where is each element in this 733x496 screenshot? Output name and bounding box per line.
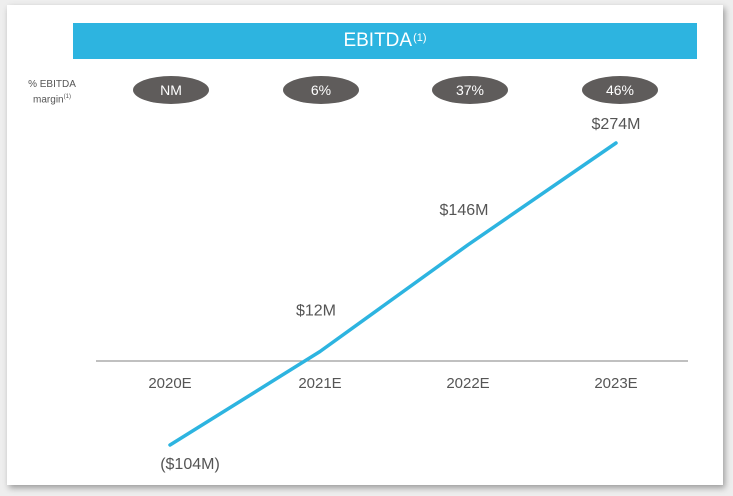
x-tick-label-2020e: 2020E xyxy=(148,375,191,392)
ebitda-series-line xyxy=(168,141,618,447)
x-tick-label-2023e: 2023E xyxy=(594,375,637,392)
chart-title-banner: EBITDA (1) xyxy=(73,23,697,59)
chart-title-footnote: (1) xyxy=(413,32,427,44)
margin-badge-2020e: NM xyxy=(133,76,209,104)
x-tick-label-2021e: 2021E xyxy=(298,375,341,392)
data-label-2023e: $274M xyxy=(592,116,641,133)
margin-label-line2: margin xyxy=(33,94,64,106)
margin-label-footnote: (1) xyxy=(63,94,71,100)
data-label-2021e: $12M xyxy=(296,302,336,319)
chart-title: EBITDA xyxy=(343,30,413,51)
x-tick-label-2022e: 2022E xyxy=(446,375,489,392)
margin-badge-2022e: 37% xyxy=(432,76,508,104)
data-label-2020e: ($104M) xyxy=(160,456,220,473)
margin-badge-2021e: 6% xyxy=(283,76,359,104)
data-label-2022e: $146M xyxy=(440,202,489,219)
margin-label-line1: % EBITDA xyxy=(28,79,76,90)
margin-badge-2023e: 46% xyxy=(582,76,658,104)
ebitda-margin-label: % EBITDA margin(1) xyxy=(18,79,86,106)
